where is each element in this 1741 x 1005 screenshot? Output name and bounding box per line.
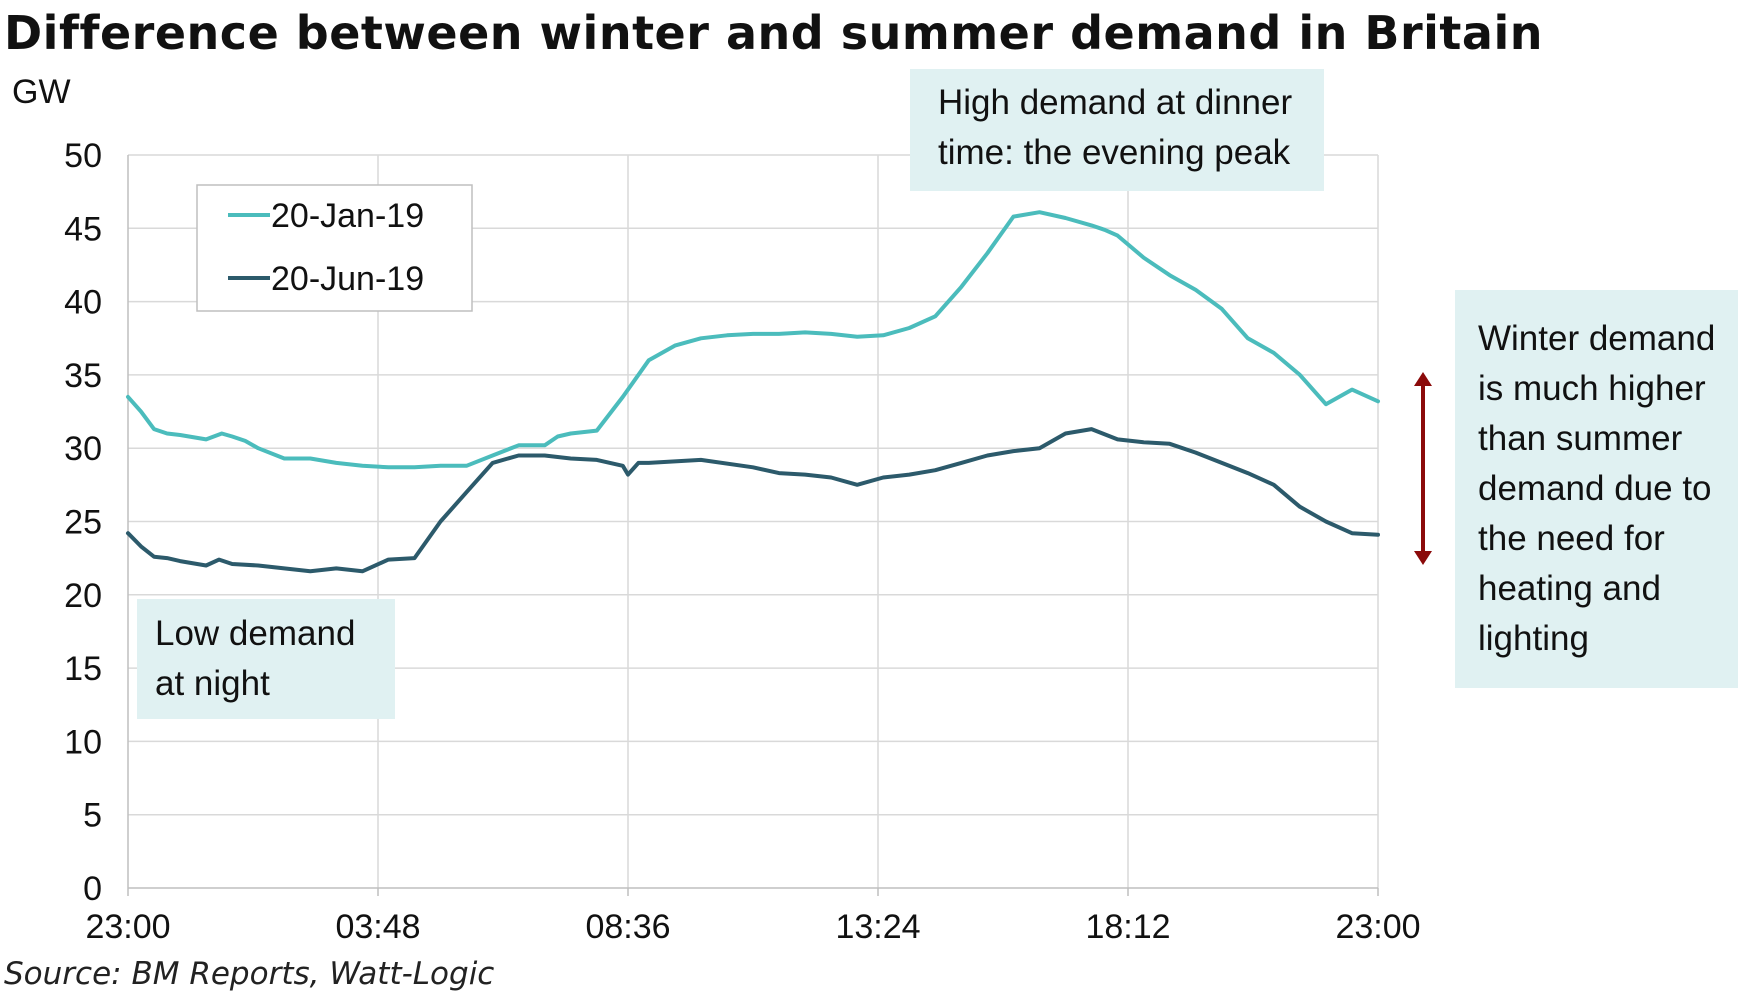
y-tick-label: 5: [83, 797, 102, 835]
difference-arrow: [1414, 372, 1432, 565]
annotation-line: High demand at dinner: [938, 83, 1293, 122]
series-lines: [126, 210, 1380, 574]
y-tick-label: 45: [64, 210, 102, 248]
x-tick-label: 03:48: [335, 908, 420, 946]
annotation-line: at night: [155, 664, 270, 703]
annotation-line: lighting: [1478, 619, 1589, 658]
y-tick-label: 30: [64, 430, 102, 468]
annotation-line: is much higher: [1478, 369, 1706, 408]
legend-label: 20-Jan-19: [271, 197, 424, 235]
x-tick-label: 08:36: [585, 908, 670, 946]
x-tick-label: 13:24: [835, 908, 920, 946]
x-tick-label: 23:00: [85, 908, 170, 946]
x-tick-label: 23:00: [1335, 908, 1420, 946]
y-tick-labels: 0 5 10 15 20 25 30 35 40 45 50: [64, 137, 102, 908]
y-tick-label: 25: [64, 504, 102, 542]
legend: 20-Jan-19 20-Jun-19: [196, 184, 473, 312]
arrow-head-down: [1414, 551, 1432, 565]
legend-label: 20-Jun-19: [271, 260, 424, 298]
annotation-evening-peak: High demand at dinner time: the evening …: [910, 69, 1324, 191]
annotation-line: demand due to: [1478, 469, 1712, 508]
x-tick-labels: 23:00 03:48 08:36 13:24 18:12 23:00: [85, 908, 1420, 946]
y-tick-label: 0: [83, 870, 102, 908]
y-tick-label: 15: [64, 650, 102, 688]
y-tick-label: 10: [64, 723, 102, 761]
arrow-head-up: [1414, 372, 1432, 386]
y-axis-label: GW: [12, 73, 71, 111]
y-tick-label: 50: [64, 137, 102, 175]
chart-title: Difference between winter and summer dem…: [4, 6, 1543, 60]
annotation-line: Winter demand: [1478, 319, 1716, 358]
annotation-night: Low demand at night: [137, 599, 395, 719]
annotation-winter-summer: Winter demand is much higher than summer…: [1455, 290, 1738, 688]
annotation-line: heating and: [1478, 569, 1661, 608]
y-tick-label: 20: [64, 577, 102, 615]
series-line-winter: [126, 210, 1380, 470]
annotation-line: time: the evening peak: [938, 133, 1291, 172]
axes: [127, 155, 1379, 896]
annotation-line: the need for: [1478, 519, 1665, 558]
y-tick-label: 40: [64, 284, 102, 322]
x-tick-label: 18:12: [1085, 908, 1170, 946]
y-tick-label: 35: [64, 357, 102, 395]
annotation-line: Low demand: [155, 614, 356, 653]
series-line-summer: [126, 427, 1380, 574]
legend-box: [196, 184, 473, 312]
annotation-line: than summer: [1478, 419, 1683, 458]
source-note: Source: BM Reports, Watt-Logic: [4, 956, 495, 992]
